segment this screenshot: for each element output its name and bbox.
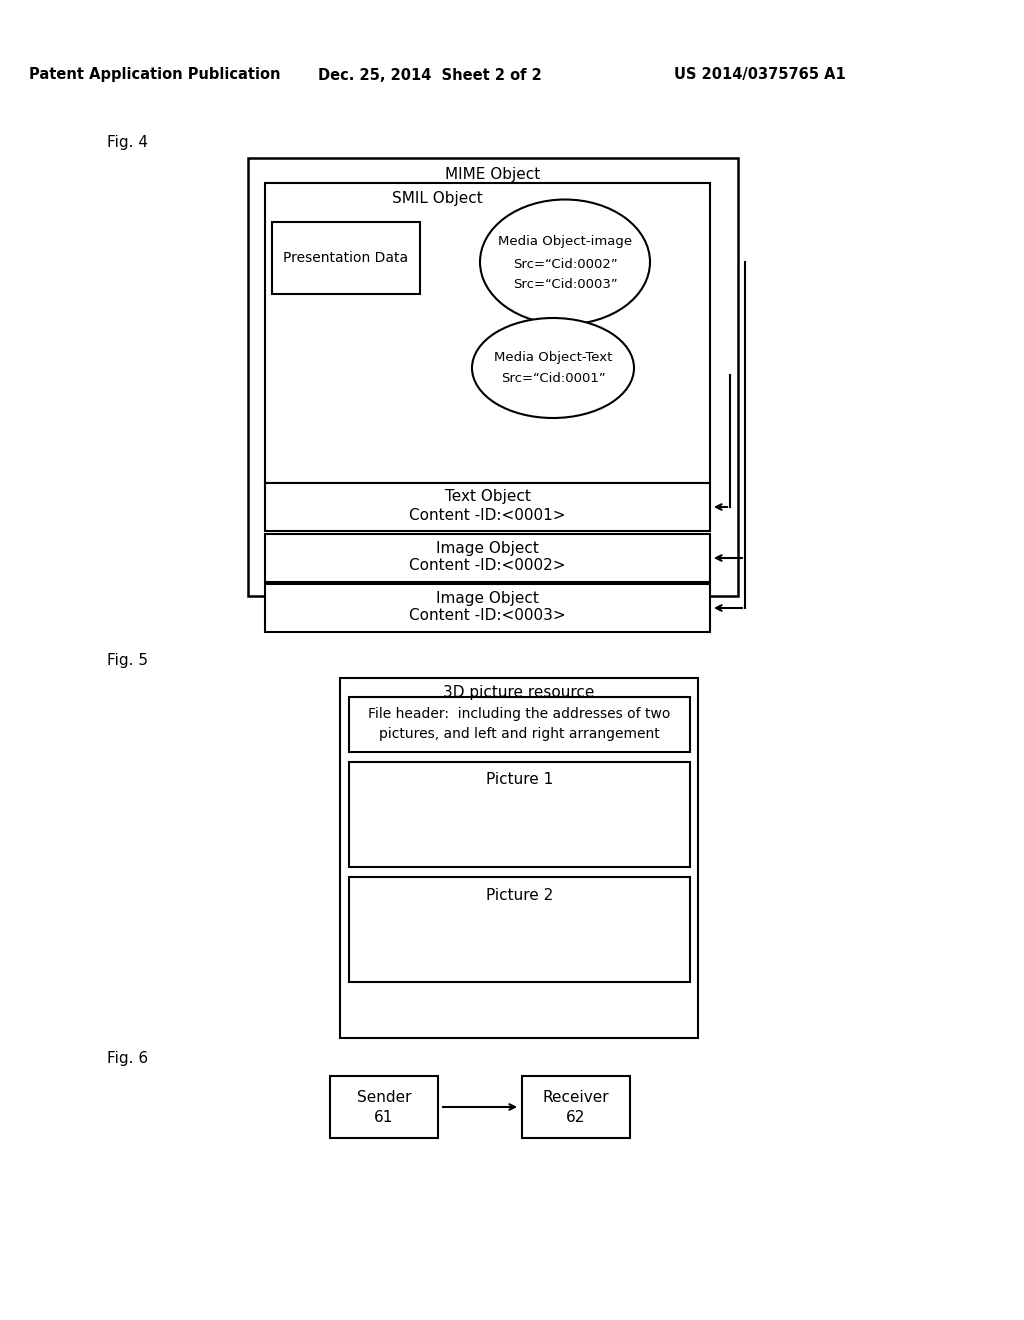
Text: Content -ID:<0003>: Content -ID:<0003> <box>410 609 566 623</box>
Text: Content -ID:<0001>: Content -ID:<0001> <box>410 507 565 523</box>
Bar <box>248 158 738 597</box>
Text: Fig. 4: Fig. 4 <box>106 135 148 149</box>
Bar <box>330 1076 438 1138</box>
Text: Src=“Cid:0001”: Src=“Cid:0001” <box>501 372 605 385</box>
Text: Sender: Sender <box>356 1090 412 1106</box>
Text: Src=“Cid:0002”: Src=“Cid:0002” <box>513 257 617 271</box>
Text: Src=“Cid:0003”: Src=“Cid:0003” <box>513 277 617 290</box>
Text: 62: 62 <box>566 1110 586 1126</box>
Text: Presentation Data: Presentation Data <box>284 251 409 265</box>
Text: Image Object: Image Object <box>436 590 539 606</box>
Ellipse shape <box>472 318 634 418</box>
Text: Media Object-image: Media Object-image <box>498 235 632 248</box>
Text: Text Object: Text Object <box>444 490 530 504</box>
Bar <box>272 222 420 294</box>
Bar <box>265 535 710 582</box>
Bar <box>265 483 710 531</box>
Bar <box>340 678 698 1038</box>
Bar <box>349 876 690 982</box>
Text: Fig. 5: Fig. 5 <box>106 652 148 668</box>
Ellipse shape <box>480 199 650 325</box>
Bar <box>349 697 690 752</box>
Text: 3D picture resource: 3D picture resource <box>443 685 595 701</box>
Text: Fig. 6: Fig. 6 <box>106 1051 148 1065</box>
Text: Patent Application Publication: Patent Application Publication <box>30 67 281 82</box>
Text: pictures, and left and right arrangement: pictures, and left and right arrangement <box>379 727 659 741</box>
Text: Image Object: Image Object <box>436 540 539 556</box>
Bar <box>522 1076 630 1138</box>
Text: File header:  including the addresses of two: File header: including the addresses of … <box>369 708 671 721</box>
Text: 61: 61 <box>375 1110 393 1126</box>
Text: Content -ID:<0002>: Content -ID:<0002> <box>410 558 565 573</box>
Bar <box>265 583 710 632</box>
Text: Media Object-Text: Media Object-Text <box>494 351 612 363</box>
Text: Receiver: Receiver <box>543 1090 609 1106</box>
Text: SMIL Object: SMIL Object <box>392 191 483 206</box>
Text: Dec. 25, 2014  Sheet 2 of 2: Dec. 25, 2014 Sheet 2 of 2 <box>318 67 542 82</box>
Text: Picture 2: Picture 2 <box>485 887 553 903</box>
Bar <box>349 762 690 867</box>
Text: Picture 1: Picture 1 <box>485 772 553 788</box>
Bar <box>265 183 710 483</box>
Text: US 2014/0375765 A1: US 2014/0375765 A1 <box>674 67 846 82</box>
Text: MIME Object: MIME Object <box>445 168 541 182</box>
